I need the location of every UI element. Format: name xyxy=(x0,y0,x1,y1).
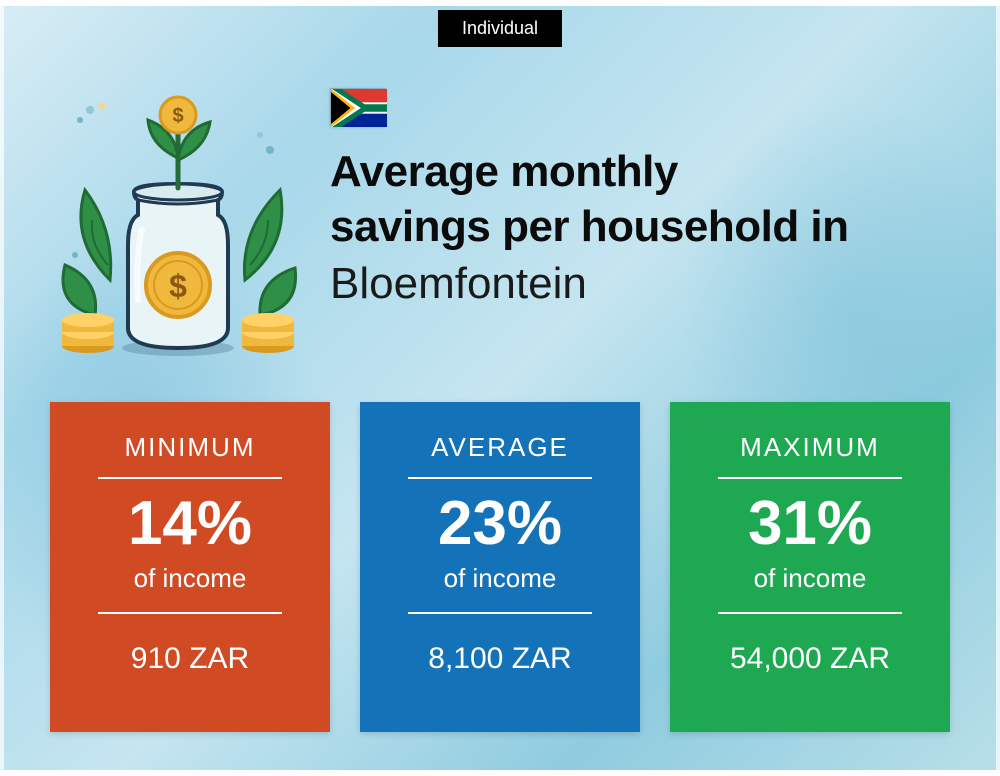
card-label: AVERAGE xyxy=(431,432,569,463)
divider xyxy=(98,612,282,614)
svg-text:$: $ xyxy=(172,105,183,127)
card-sub: of income xyxy=(444,563,557,594)
svg-text:$: $ xyxy=(169,268,187,304)
divider xyxy=(718,612,902,614)
divider xyxy=(98,477,282,479)
card-percent: 14% xyxy=(128,493,252,555)
divider xyxy=(408,612,592,614)
savings-jar-illustration: $ $ xyxy=(50,80,305,360)
headline-block: Average monthly savings per household in… xyxy=(330,80,950,311)
card-minimum: MINIMUM 14% of income 910 ZAR xyxy=(50,402,330,732)
south-africa-flag-icon xyxy=(330,88,386,126)
frame-left xyxy=(0,0,4,776)
card-amount: 910 ZAR xyxy=(131,642,249,676)
hero-section: $ $ xyxy=(50,80,950,380)
card-percent: 31% xyxy=(748,493,872,555)
card-amount: 8,100 ZAR xyxy=(428,642,571,676)
card-sub: of income xyxy=(754,563,867,594)
category-badge-label: Individual xyxy=(462,18,538,38)
frame-top xyxy=(0,0,1000,6)
card-percent: 23% xyxy=(438,493,562,555)
stat-cards-row: MINIMUM 14% of income 910 ZAR AVERAGE 23… xyxy=(50,402,950,732)
frame-right xyxy=(996,0,1000,776)
card-label: MINIMUM xyxy=(125,432,256,463)
headline-line-1: Average monthly xyxy=(330,144,950,199)
category-badge: Individual xyxy=(438,10,562,47)
card-maximum: MAXIMUM 31% of income 54,000 ZAR xyxy=(670,402,950,732)
card-sub: of income xyxy=(134,563,247,594)
card-amount: 54,000 ZAR xyxy=(730,642,890,676)
headline-line-2: savings per household in xyxy=(330,199,950,254)
card-label: MAXIMUM xyxy=(740,432,880,463)
headline-city: Bloemfontein xyxy=(330,256,950,311)
divider xyxy=(408,477,592,479)
card-average: AVERAGE 23% of income 8,100 ZAR xyxy=(360,402,640,732)
frame-bottom xyxy=(0,770,1000,776)
divider xyxy=(718,477,902,479)
